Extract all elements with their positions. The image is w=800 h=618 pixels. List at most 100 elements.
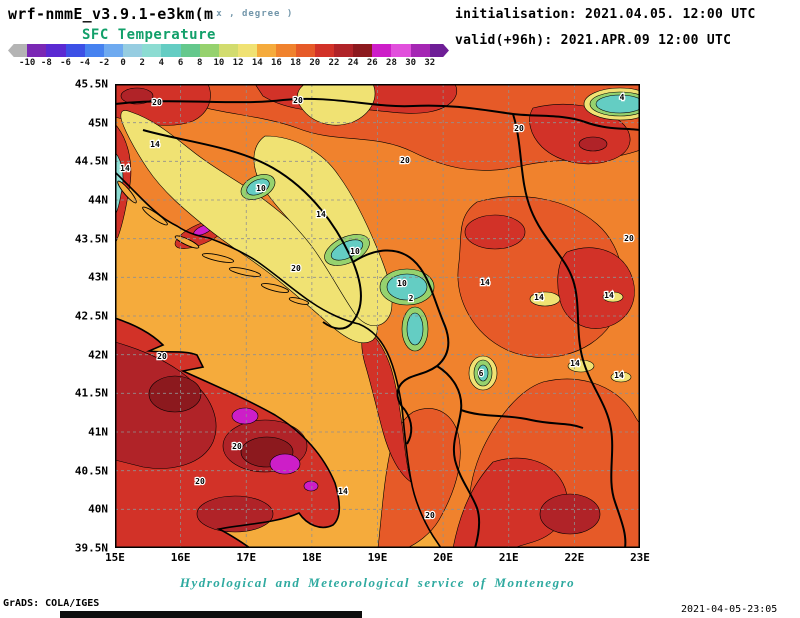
colorbar-cell (123, 44, 143, 57)
colorbar-cell (429, 44, 449, 57)
contour-label: 14 (570, 359, 580, 368)
lon-tick-label: 20E (433, 551, 454, 564)
colorbar-tick: 26 (366, 58, 378, 68)
colorbar-cell (372, 44, 392, 57)
lon-tick-label: 23E (630, 551, 650, 564)
lon-tick-label: 22E (564, 551, 585, 564)
contour-label: 20 (291, 264, 301, 273)
colorbar-cell (103, 44, 124, 57)
contour-label: 14 (534, 293, 544, 302)
lon-axis-labels: 15E 16E 17E 18E 19E 20E 21E 22E 23E (105, 551, 650, 565)
map-frame (115, 84, 640, 548)
coastlines (115, 170, 442, 548)
colorbar-tick: 22 (328, 58, 340, 68)
contour-label: 20 (152, 98, 162, 107)
model-name: wrf-nmmE_v3.9.1-e3km(m (8, 5, 214, 23)
grads-credit: GrADS: COLA/IGES (3, 598, 100, 609)
contour-label: 20 (514, 124, 524, 133)
colorbar-cell (180, 44, 200, 57)
bottom-bar (60, 611, 362, 618)
colorbar (8, 44, 449, 57)
lat-axis-labels: 45.5N 45N 44.5N 44N 43.5N 43N 42.5N 42N 41.5N 41N… (56, 78, 110, 555)
colorbar-cell (295, 44, 315, 57)
temperature-field (115, 84, 640, 548)
colorbar-cell (314, 44, 334, 57)
colorbar-tick: 12 (232, 58, 244, 68)
colorbar-cell (410, 44, 430, 57)
lat-tick-label: 43.5N (74, 232, 108, 246)
field-label: SFC Temperature (82, 27, 216, 43)
lat-tick-label: 42N (88, 348, 108, 362)
service-caption: Hydrological and Meteorological service … (179, 575, 576, 590)
lat-tick-label: 40.5N (74, 464, 108, 478)
contour-label: 2 (409, 294, 414, 303)
contour-label: 14 (150, 140, 160, 149)
colorbar-tick: -6 (60, 58, 71, 68)
valid-time: valid(+96h): 2021.APR.09 12:00 UTC (455, 33, 732, 48)
creation-timestamp: 2021-04-05-23:05 (681, 604, 778, 615)
colorbar-tick: 20 (309, 58, 321, 68)
colorbar-tick: 18 (290, 58, 302, 68)
contour-label: 14 (120, 164, 130, 173)
model-title-line: wrf-nmmE_v3.9.1-e3km(m x , degree ) (8, 5, 293, 23)
lon-tick-label: 19E (367, 551, 388, 564)
contour-label: 6 (479, 369, 484, 378)
colorbar-tick: 24 (347, 58, 359, 68)
contour-label: 14 (614, 371, 624, 380)
colorbar-cell (84, 44, 104, 57)
colorbar-cell (46, 44, 66, 57)
lat-tick-label: 44N (88, 193, 108, 207)
lat-tick-label: 45N (88, 116, 108, 130)
contour-label: 20 (293, 96, 303, 105)
lat-tick-label: 42.5N (74, 309, 108, 323)
colorbar-tick: -4 (79, 58, 91, 68)
colorbar-cell (391, 44, 411, 57)
colorbar-cell (142, 44, 162, 57)
italy-coastline (115, 317, 341, 548)
contour-label: 20 (400, 156, 410, 165)
colorbar-tick: 6 (177, 58, 184, 68)
colorbar-cell (333, 44, 354, 57)
init-time: initialisation: 2021.04.05. 12:00 UTC (455, 7, 756, 22)
contour-label: 20 (624, 234, 634, 243)
country-borders (115, 97, 640, 548)
lon-tick-label: 21E (498, 551, 519, 564)
colorbar-tick: 8 (197, 58, 203, 68)
grid-lines (115, 84, 640, 548)
contour-label: 10 (397, 279, 407, 288)
colorbar-tick: -8 (40, 58, 52, 68)
colorbar-tick: 32 (424, 58, 436, 68)
colorbar-cell (353, 44, 373, 57)
colorbar-cell (27, 44, 47, 57)
lat-tick-label: 39.5N (74, 541, 108, 555)
contour-label: 10 (256, 184, 266, 193)
colorbar-tick: 0 (120, 58, 126, 68)
colorbar-cell (199, 44, 219, 57)
contour-label: 20 (425, 511, 435, 520)
colorbar-cell (257, 44, 277, 57)
colorbar-cell (238, 44, 258, 57)
colorbar-cell (65, 44, 85, 57)
units-note: x , degree ) (216, 9, 294, 19)
contour-label: 20 (195, 477, 205, 486)
colorbar-cell (161, 44, 181, 57)
colorbar-tick: 28 (386, 58, 397, 68)
contour-label: 14 (604, 291, 614, 300)
colorbar-tick-labels: -10 -8 -6 -4 -2 0 2 4 6 8 10 12 14 16 18 20 22 24 26 28 30 32 (0, 58, 470, 69)
lat-tick-label: 45.5N (74, 77, 108, 91)
lon-tick-label: 18E (301, 551, 322, 564)
contour-label: 14 (338, 487, 348, 496)
contour-label: 20 (157, 352, 167, 361)
colorbar-tick: 4 (158, 58, 165, 68)
lat-tick-label: 41.5N (74, 386, 108, 400)
contour-label: 20 (232, 442, 242, 451)
colorbar-cell (276, 44, 296, 57)
colorbar-tick: 2 (139, 58, 145, 68)
colorbar-tick: -10 (19, 58, 36, 68)
lat-tick-label: 41N (88, 425, 108, 439)
colorbar-tick: -2 (98, 58, 110, 68)
colorbar-cell (8, 44, 28, 57)
colorbar-tick: 16 (271, 58, 282, 68)
